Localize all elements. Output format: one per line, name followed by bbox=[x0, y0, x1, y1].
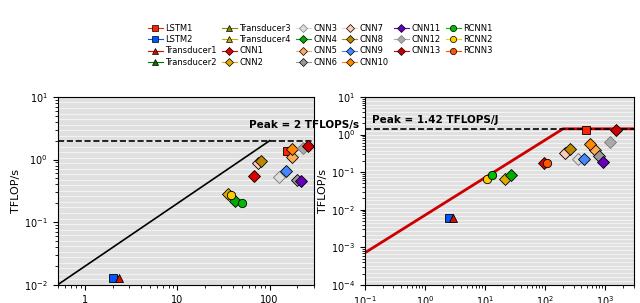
Y-axis label: TFLOP/s: TFLOP/s bbox=[12, 169, 21, 213]
Text: Peak = 1.42 TFLOPS/J: Peak = 1.42 TFLOPS/J bbox=[372, 115, 498, 125]
Text: Peak = 2 TFLOPS/s: Peak = 2 TFLOPS/s bbox=[249, 120, 359, 130]
Legend: LSTM1, LSTM2, Transducer1, Transducer2, Transducer3, Transducer4, CNN1, CNN2, CN: LSTM1, LSTM2, Transducer1, Transducer2, … bbox=[147, 24, 493, 67]
Y-axis label: TFLOP/s: TFLOP/s bbox=[318, 169, 328, 213]
